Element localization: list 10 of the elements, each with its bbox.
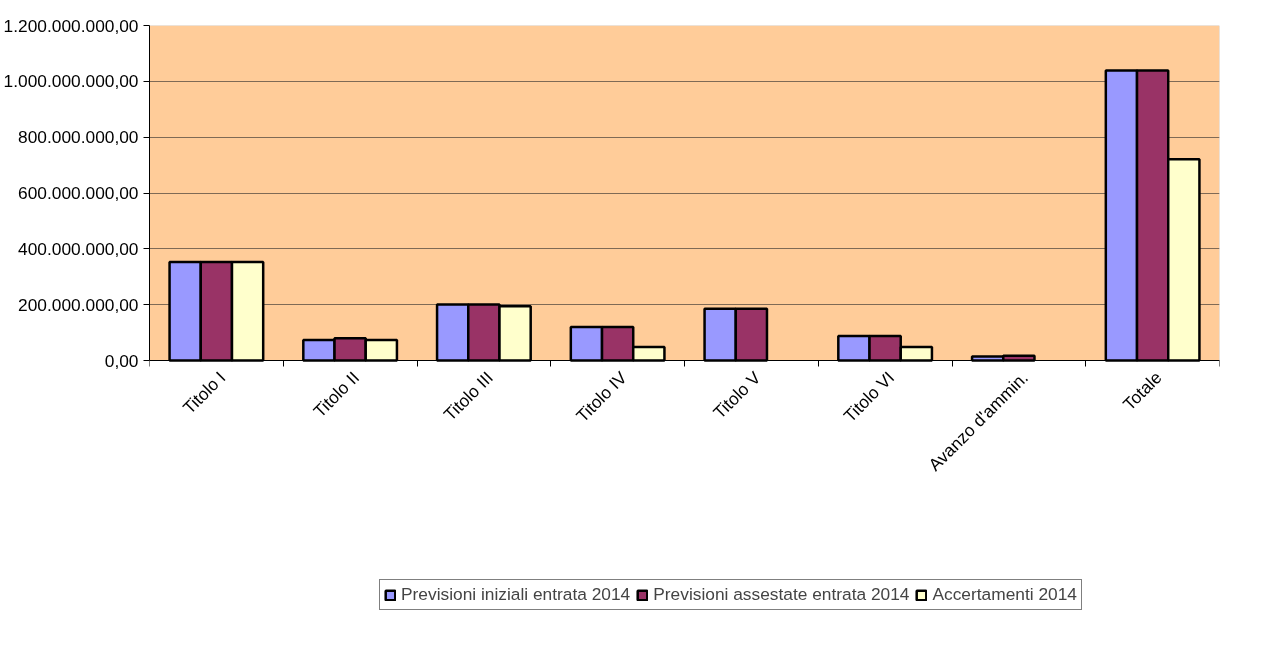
y-tick-label: 1.200.000.000,00 xyxy=(3,15,139,36)
legend-label: Previsioni iniziali entrata 2014 xyxy=(401,584,631,605)
y-tick-label: 800.000.000,00 xyxy=(18,127,139,148)
legend-label: Accertamenti 2014 xyxy=(932,584,1077,605)
legend-label: Previsioni assestate entrata 2014 xyxy=(653,584,910,605)
y-tick-label: 1.000.000.000,00 xyxy=(3,71,139,92)
y-tick-label: 400.000.000,00 xyxy=(18,238,139,259)
y-tick-label: 200.000.000,00 xyxy=(18,294,139,315)
y-tick-label: 0,00 xyxy=(104,350,139,371)
y-tick-label: 600.000.000,00 xyxy=(18,183,139,203)
